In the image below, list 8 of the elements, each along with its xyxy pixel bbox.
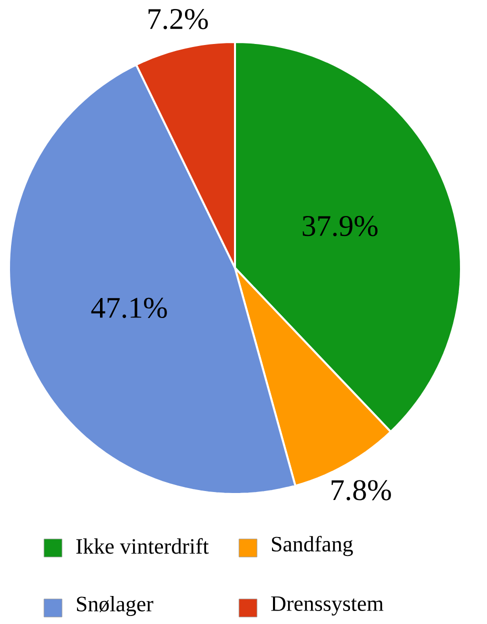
legend-label: Drenssystem <box>271 596 384 616</box>
data-label: 47.1% <box>91 298 167 318</box>
data-label: 37.9% <box>302 216 378 236</box>
legend-label: Snølager <box>76 596 154 616</box>
legend-label: Ikke vinterdrift <box>76 538 209 554</box>
data-label: 7.2% <box>148 8 208 30</box>
data-label: 7.8% <box>332 480 391 500</box>
legend-label: Sandfang <box>272 536 353 556</box>
